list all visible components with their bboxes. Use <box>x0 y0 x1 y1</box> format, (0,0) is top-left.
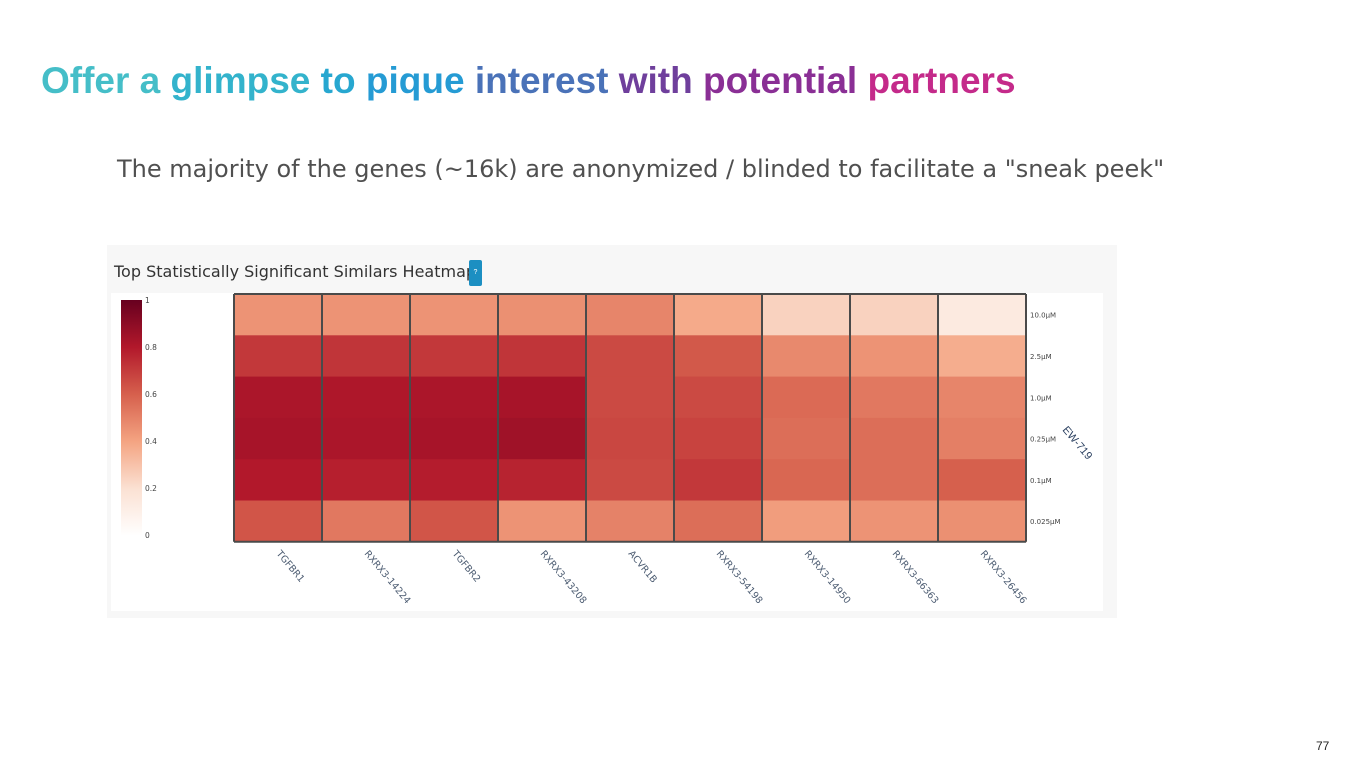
y-tick-label: 0.1μM <box>1030 477 1052 485</box>
heatmap-cell <box>322 500 411 543</box>
heatmap-cell <box>498 500 587 543</box>
heatmap-cell <box>498 294 587 336</box>
heatmap-cell <box>322 417 411 460</box>
heatmap-cell <box>762 459 851 501</box>
title-part: partners <box>867 60 1016 101</box>
heatmap-cell <box>234 417 323 460</box>
heatmap-cell <box>850 417 939 460</box>
page-number: 77 <box>1316 739 1330 753</box>
colorbar-tick-label: 0 <box>145 531 150 540</box>
title-part: glimpse <box>170 60 321 101</box>
heatmap-cell <box>938 500 1027 543</box>
y-group-label: EW-719 <box>1060 424 1095 462</box>
heatmap-cell <box>762 335 851 378</box>
colorbar-tick-label: 0.8 <box>145 343 157 352</box>
colorbar-ticks: 1 0.8 0.6 0.4 0.2 0 <box>145 296 157 540</box>
title-part: potential <box>703 60 868 101</box>
heatmap-cell <box>586 335 675 378</box>
heatmap-cell <box>234 335 323 378</box>
heatmap-cell <box>938 335 1027 378</box>
x-tick-label: RXRX3-43208 <box>538 549 589 607</box>
heatmap-cell <box>410 294 499 336</box>
y-tick-label: 0.025μM <box>1030 518 1061 526</box>
heatmap-cell <box>938 417 1027 460</box>
heatmap-cell <box>586 459 675 501</box>
heatmap-cell <box>234 500 323 543</box>
colorbar-tick-label: 1 <box>145 296 150 305</box>
heatmap-cell <box>762 376 851 419</box>
heatmap-cell <box>498 459 587 501</box>
heatmap-cell <box>762 500 851 543</box>
colorbar <box>121 300 142 536</box>
heatmap-cell <box>410 376 499 419</box>
y-tick-label: 1.0μM <box>1030 394 1052 402</box>
colorbar-tick-label: 0.6 <box>145 390 157 399</box>
x-tick-label: ACVR1B <box>626 549 659 586</box>
heatmap-cell <box>410 459 499 501</box>
heatmap-cell <box>498 335 587 378</box>
heatmap-cell <box>234 376 323 419</box>
heatmap-cell <box>234 294 323 336</box>
heatmap-cell <box>762 417 851 460</box>
heatmap-cell <box>850 376 939 419</box>
y-axis-labels: 10.0μM 2.5μM 1.0μM 0.25μM 0.1μM 0.025μM <box>1030 312 1061 527</box>
title-part: interest <box>474 60 619 101</box>
heatmap-cell <box>498 417 587 460</box>
title-part: with <box>618 60 704 101</box>
heatmap-cell <box>938 376 1027 419</box>
help-button[interactable]: ? <box>469 260 482 286</box>
heatmap-cell <box>850 294 939 336</box>
heatmap-cell <box>586 294 675 336</box>
colorbar-tick-label: 0.2 <box>145 484 157 493</box>
x-axis-labels: TGFBR1 RXRX3-14224 TGFBR2 RXRX3-43208 ACVR1B… <box>273 548 1028 606</box>
heatmap-cell <box>850 335 939 378</box>
heatmap-cell <box>410 500 499 543</box>
heatmap-cell <box>674 335 763 378</box>
heatmap-cell <box>674 500 763 543</box>
x-tick-label: TGFBR2 <box>449 548 482 585</box>
title-part: pique <box>365 60 475 101</box>
x-tick-label: RXRX3-14224 <box>362 549 413 607</box>
heatmap-cell <box>850 459 939 501</box>
heatmap-cells <box>234 294 1027 543</box>
slide-subtitle: The majority of the genes (~16k) are ano… <box>117 155 1165 183</box>
colorbar-tick-label: 0.4 <box>145 437 157 446</box>
heatmap-cell <box>234 459 323 501</box>
heatmap-cell <box>850 500 939 543</box>
heatmap-cell <box>674 417 763 460</box>
heatmap-cell <box>322 376 411 419</box>
heatmap-cell <box>674 459 763 501</box>
heatmap-cell <box>498 376 587 419</box>
x-tick-label: RXRX3-14950 <box>802 549 853 607</box>
slide-title: Offer a glimpse to pique interest with p… <box>41 58 1016 104</box>
heatmap-cell <box>674 376 763 419</box>
x-tick-label: TGFBR1 <box>273 548 306 585</box>
y-tick-label: 2.5μM <box>1030 353 1052 361</box>
heatmap-cell <box>586 500 675 543</box>
x-tick-label: RXRX3-26456 <box>978 549 1029 607</box>
heatmap-cell <box>410 417 499 460</box>
heatmap-cell <box>586 376 675 419</box>
title-part: to <box>320 60 366 101</box>
x-tick-label: RXRX3-54198 <box>714 549 765 607</box>
heatmap-cell <box>938 294 1027 336</box>
y-tick-label: 0.25μM <box>1030 436 1056 444</box>
heatmap-cell <box>410 335 499 378</box>
heatmap-cell <box>938 459 1027 501</box>
x-tick-label: RXRX3-66363 <box>890 549 941 607</box>
heatmap-cell <box>674 294 763 336</box>
heatmap-cell <box>586 417 675 460</box>
chart-title: Top Statistically Significant Similars H… <box>114 262 477 281</box>
heatmap-cell <box>322 335 411 378</box>
heatmap-cell <box>322 459 411 501</box>
title-part: Offer a <box>41 60 171 101</box>
y-tick-label: 10.0μM <box>1030 312 1056 320</box>
heatmap-grid <box>233 293 1027 543</box>
heatmap-cell <box>762 294 851 336</box>
heatmap-cell <box>322 294 411 336</box>
